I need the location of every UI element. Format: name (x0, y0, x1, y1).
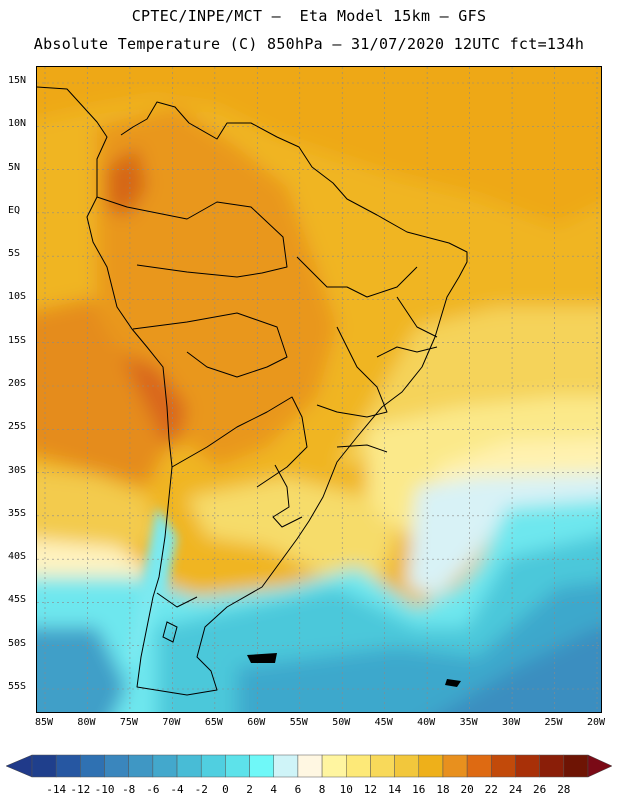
lon-tick-label: 30W (502, 717, 521, 728)
colorbar-level-label: 8 (318, 783, 326, 796)
map-gridlines (37, 67, 601, 712)
colorbar-swatch (346, 754, 371, 778)
lon-tick-label: 35W (459, 717, 478, 728)
lat-tick-label: 10N (8, 118, 27, 130)
colorbar-level-label: 20 (460, 783, 474, 796)
colorbar-level-label: 28 (557, 783, 571, 796)
colorbar-level-label: -6 (146, 783, 160, 796)
colorbar-level-label: 10 (339, 783, 353, 796)
colorbar-swatch (491, 754, 516, 778)
lat-tick-label: EQ (8, 204, 21, 216)
lon-tick-label: 80W (77, 717, 96, 728)
colorbar-swatch (249, 754, 274, 778)
lat-tick-label: 45S (8, 594, 27, 606)
colorbar-swatch (539, 754, 565, 778)
lon-tick-label: 50W (332, 717, 351, 728)
lon-tick-label: 65W (204, 717, 223, 728)
colorbar-level-label: 0 (222, 783, 229, 796)
andes-cold-streak (127, 507, 177, 667)
colorbar-min-arrow (5, 754, 33, 778)
colorbar-level-label: 22 (484, 783, 498, 796)
lon-tick-label: 45W (374, 717, 393, 728)
lat-tick-label: 50S (8, 637, 27, 649)
colorbar-swatch (176, 754, 202, 778)
colorbar-level-label: -4 (170, 783, 184, 796)
colorbar-level-label: -10 (94, 783, 115, 796)
temperature-field-map (37, 67, 601, 712)
colorbar-swatch (321, 754, 347, 778)
colorbar-level-label: 16 (412, 783, 426, 796)
islands (162, 621, 461, 687)
colorbar-swatch (104, 754, 129, 778)
colorbar-swatch (515, 754, 540, 778)
lon-tick-label: 40W (417, 717, 436, 728)
colorbar-swatch (442, 754, 468, 778)
colorbar-max-arrow (587, 754, 613, 778)
chart-title-line2: Absolute Temperature (C) 850hPa – 31/07/… (33, 35, 585, 53)
colorbar-level-label: 2 (246, 783, 253, 796)
chart-title-line1: CPTEC/INPE/MCT – Eta Model 15km – GFS (131, 7, 487, 25)
colorbar-swatch (394, 754, 420, 778)
colorbar-level-label: 4 (270, 783, 278, 796)
colorbar-level-label: 24 (508, 783, 523, 796)
colorbar-level-label: 12 (363, 783, 378, 796)
lon-tick-label: 75W (119, 717, 138, 728)
lat-tick-label: 35S (8, 507, 27, 519)
temperature-shading (37, 67, 601, 712)
lon-tick-label: 55W (289, 717, 308, 728)
colorbar-level-label: -2 (194, 783, 208, 796)
colorbar-swatch (370, 754, 395, 778)
colorbar-level-label: -14 (46, 783, 67, 796)
colorbar-swatch (418, 754, 444, 778)
colorbar-level-label: 26 (533, 783, 547, 796)
colorbar-level-label: 6 (294, 783, 302, 796)
colorbar-level-label: -8 (122, 783, 136, 796)
colorbar (5, 754, 613, 778)
colorbar-swatch (225, 754, 250, 778)
colorbar-swatch (31, 754, 57, 778)
lat-tick-label: 15S (8, 334, 27, 346)
lat-tick-label: 5N (8, 161, 21, 173)
lat-tick-label: 5S (8, 248, 21, 260)
colorbar-level-label: 14 (387, 783, 402, 796)
lon-tick-label: 85W (34, 717, 54, 728)
colorbar-swatch (200, 754, 226, 778)
colorbar-level-label: -12 (70, 783, 91, 796)
map-panel (36, 66, 602, 713)
lat-tick-label: 20S (8, 378, 27, 389)
lat-tick-label: 55S (8, 681, 27, 692)
lat-tick-label: 30S (8, 464, 27, 476)
colorbar-swatch (128, 754, 154, 778)
lat-tick-label: 25S (8, 421, 27, 433)
lat-tick-label: 15N (8, 75, 27, 86)
colorbar-swatch (563, 754, 589, 778)
colorbar-swatch (273, 754, 299, 778)
lat-tick-label: 40S (8, 551, 27, 563)
lon-tick-label: 20W (586, 717, 606, 728)
lat-tick-label: 10S (8, 291, 27, 303)
colorbar-swatch (55, 754, 81, 778)
colorbar-swatch (80, 754, 105, 778)
colorbar-swatch (466, 754, 492, 778)
lon-tick-label: 70W (162, 717, 181, 728)
colorbar-level-label: 18 (436, 783, 450, 796)
lon-tick-label: 25W (544, 717, 563, 728)
lon-tick-label: 60W (247, 717, 266, 728)
colorbar-swatch (297, 754, 323, 778)
colorbar-swatch (152, 754, 178, 778)
coastline-outline (37, 86, 468, 696)
